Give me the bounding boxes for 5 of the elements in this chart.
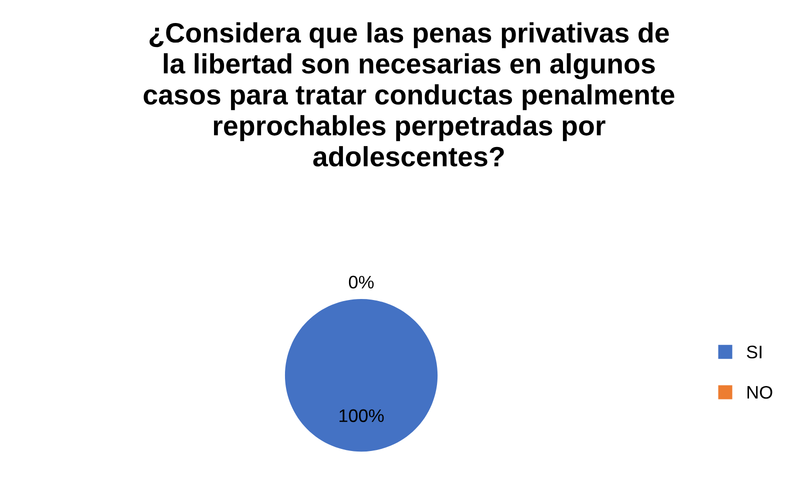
chart-title: ¿Considera que las penas privativas de la libertad son necesarias en algunos casos para tratar conductas penalmente reprochables perpetradas por adolescentes? bbox=[144, 22, 674, 167]
text: 0% bbox=[348, 276, 374, 289]
legend-label: SI bbox=[746, 346, 762, 358]
legend-label: NO bbox=[748, 386, 772, 399]
data-label: 100% bbox=[340, 409, 384, 422]
